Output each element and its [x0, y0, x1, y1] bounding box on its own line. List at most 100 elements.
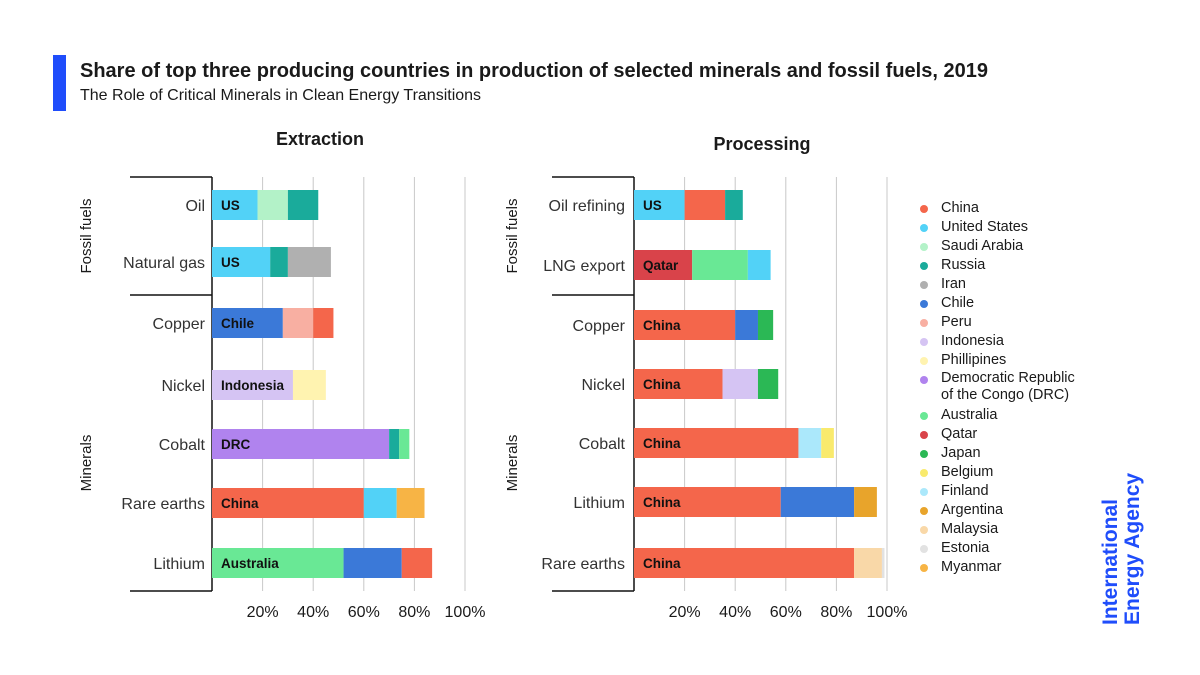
category-label: Rare earths	[541, 556, 625, 573]
legend-item: Peru	[916, 313, 1075, 332]
bar-segment	[212, 370, 293, 400]
category-label: Oil	[185, 198, 205, 215]
bar-label: Indonesia	[221, 378, 285, 393]
legend-label: Estonia	[941, 540, 990, 556]
legend-swatch	[920, 526, 928, 534]
legend-label: Argentina	[941, 502, 1004, 518]
bar-segment	[313, 308, 334, 338]
x-tick-label: 40%	[297, 604, 329, 621]
bar-segment	[634, 487, 781, 517]
bar-segment	[634, 428, 799, 458]
legend-label: Australia	[941, 407, 998, 423]
category-label: Lithium	[153, 556, 205, 573]
legend-item: Japan	[916, 444, 1075, 463]
category-label: Natural gas	[123, 255, 205, 272]
bar-segment	[757, 310, 774, 340]
bar-label: China	[643, 436, 681, 451]
bar-segment	[212, 247, 271, 277]
bar-segment	[401, 548, 433, 578]
group-label: Minerals	[504, 435, 521, 492]
legend-label: Russia	[941, 257, 986, 273]
x-tick-label: 20%	[247, 604, 279, 621]
bar-label: China	[643, 318, 681, 333]
legend-swatch	[920, 319, 928, 327]
legend-label: United States	[941, 219, 1029, 235]
legend-swatch	[920, 224, 928, 232]
bar-label: US	[643, 198, 662, 213]
legend-label: Chile	[941, 295, 975, 311]
x-tick-label: 80%	[820, 604, 852, 621]
title-accent-bar	[53, 55, 66, 111]
bar-segment	[399, 429, 410, 459]
legend-item: Belgium	[916, 463, 1075, 482]
bar-segment	[692, 250, 748, 280]
x-tick-label: 40%	[719, 604, 751, 621]
bar-segment	[396, 488, 425, 518]
legend-swatch	[920, 281, 928, 289]
legend-swatch	[920, 300, 928, 308]
x-tick-label: 100%	[445, 604, 486, 621]
bar-segment	[634, 548, 855, 578]
legend-label: Iran	[941, 276, 966, 292]
bar-segment	[634, 369, 723, 399]
legend-label: Malaysia	[941, 521, 999, 537]
legend-swatch	[920, 243, 928, 251]
legend-item: Argentina	[916, 501, 1075, 520]
legend-item: Qatar	[916, 425, 1075, 444]
bar-segment	[389, 429, 400, 459]
logo-line-1: International	[1099, 498, 1122, 625]
legend-item: Saudi Arabia	[916, 237, 1075, 256]
bar-segment	[343, 548, 402, 578]
legend-label: Qatar	[941, 426, 978, 442]
panel-title: Processing	[713, 134, 810, 154]
bar-segment	[747, 250, 771, 280]
group-label: Fossil fuels	[504, 198, 521, 273]
legend-item: Iran	[916, 275, 1075, 294]
bar-segment	[684, 190, 726, 220]
category-label: Cobalt	[159, 437, 206, 454]
legend-swatch	[920, 469, 928, 477]
bar-segment	[270, 247, 288, 277]
legend-swatch	[920, 450, 928, 458]
legend-item: China	[916, 199, 1075, 218]
bar-segment	[282, 308, 314, 338]
legend-item: Phillipines	[916, 351, 1075, 370]
bar-segment	[798, 428, 822, 458]
legend-item: Russia	[916, 256, 1075, 275]
bar-segment	[725, 190, 743, 220]
bar-segment	[780, 487, 855, 517]
x-tick-label: 60%	[348, 604, 380, 621]
bar-label: China	[643, 495, 681, 510]
bar-segment	[363, 488, 397, 518]
bar-segment	[854, 487, 877, 517]
legend-label: Japan	[941, 445, 981, 461]
legend-label: Indonesia	[941, 333, 1004, 349]
bar-segment	[722, 369, 758, 399]
bar-label: US	[221, 255, 240, 270]
x-tick-label: 80%	[398, 604, 430, 621]
bar-segment	[881, 548, 885, 578]
legend-swatch	[920, 357, 928, 365]
bar-segment	[212, 308, 283, 338]
bar-label: Chile	[221, 316, 254, 331]
legend-label: Democratic Republic of the Congo (DRC)	[941, 370, 1075, 403]
category-label: Rare earths	[121, 496, 205, 513]
legend-item: Democratic Republic of the Congo (DRC)	[916, 370, 1075, 406]
chart-subtitle: The Role of Critical Minerals in Clean E…	[80, 87, 482, 104]
group-label: Minerals	[78, 435, 95, 492]
iea-logo: International Energy Agency	[1099, 472, 1144, 625]
x-tick-label: 60%	[770, 604, 802, 621]
bar-segment	[212, 190, 258, 220]
bar-label: China	[643, 556, 681, 571]
bar-label: Qatar	[643, 258, 679, 273]
legend-item: Estonia	[916, 539, 1075, 558]
category-label: Oil refining	[549, 198, 625, 215]
legend-item: Myanmar	[916, 558, 1075, 577]
bar-segment	[287, 247, 331, 277]
category-label: Nickel	[581, 377, 625, 394]
legend-item: Indonesia	[916, 332, 1075, 351]
bar-segment	[854, 548, 882, 578]
logo-line-2: Energy Agency	[1121, 472, 1144, 625]
bar-segment	[212, 429, 390, 459]
